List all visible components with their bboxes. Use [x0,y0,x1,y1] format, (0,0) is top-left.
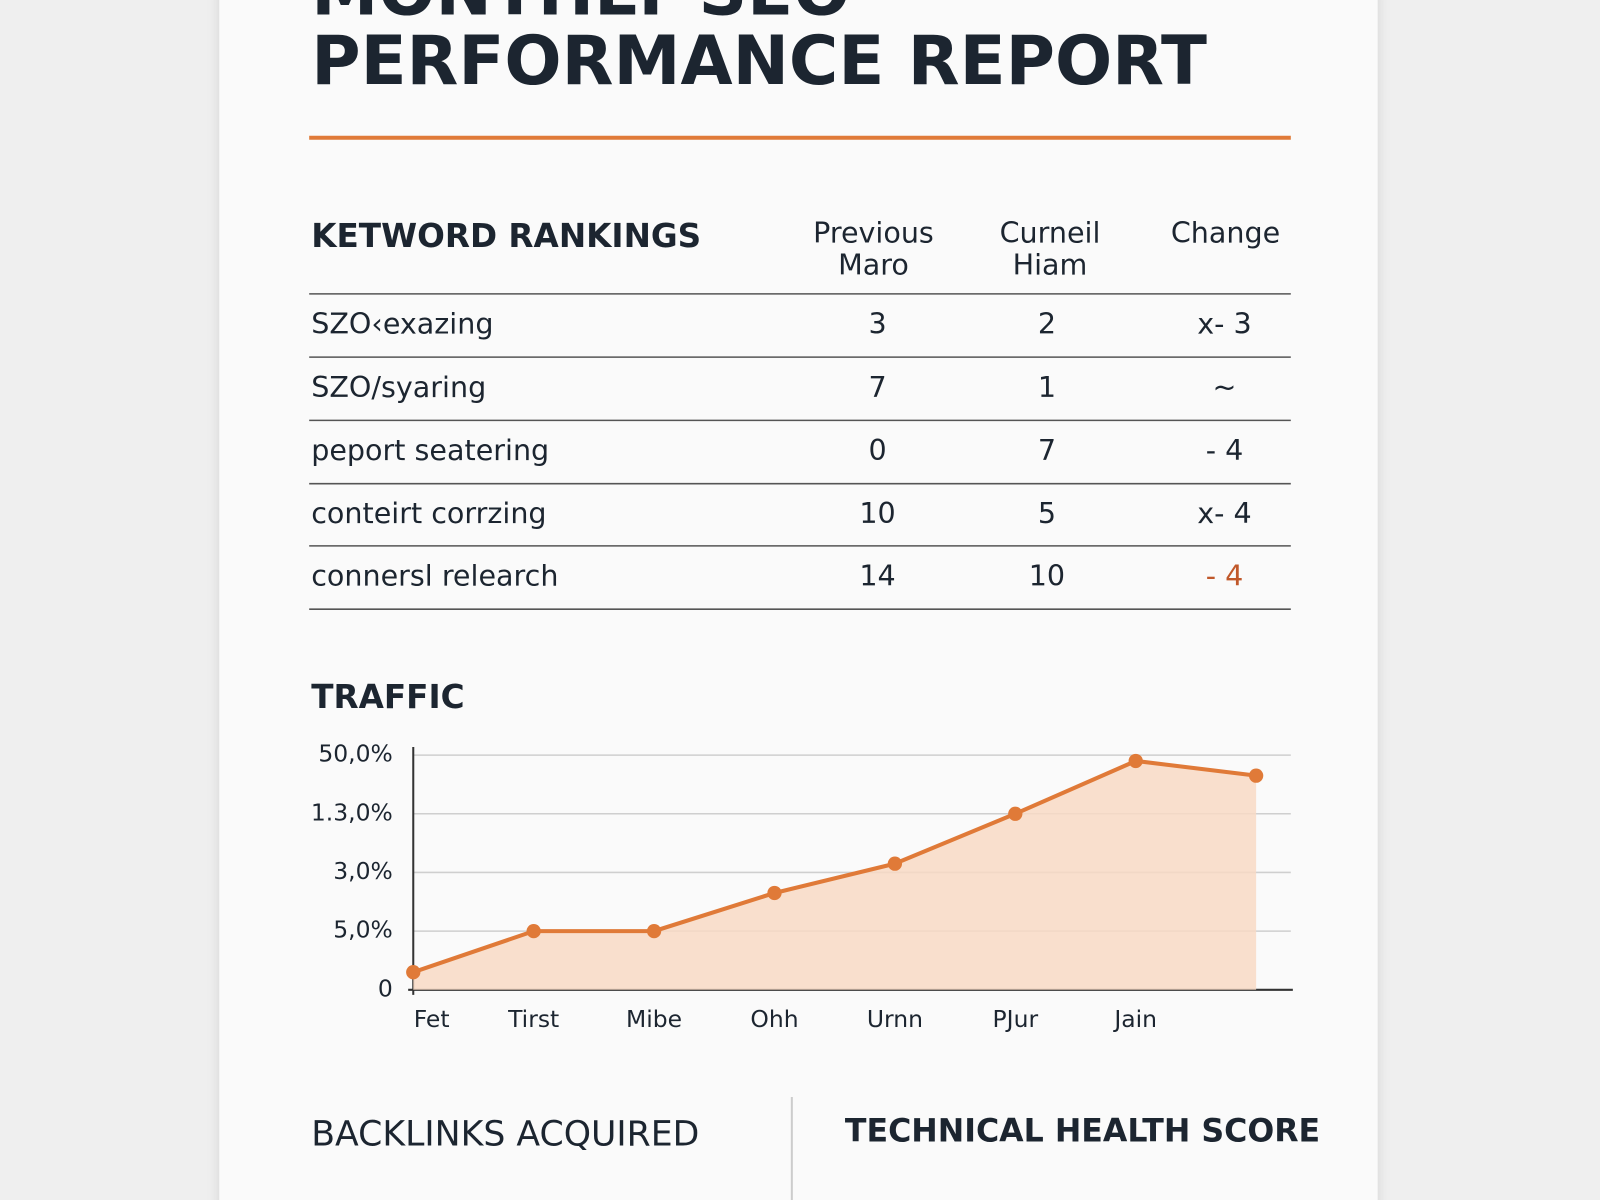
keyword: SZO‹exazing [311,307,493,341]
point [526,923,541,939]
keyword: conteirt corrzing [311,496,546,530]
table-cell: - 4 [1206,559,1244,593]
table-cell: x- 4 [1197,496,1251,530]
point [767,885,782,901]
table-cell: 7 [868,370,886,404]
keyword: SZO/syaring [311,370,486,404]
point [406,965,421,980]
keyword: peport seatering [311,433,549,467]
column-header: Maro [838,247,909,281]
point [887,856,903,871]
column-header: Change [1171,216,1280,250]
table-cell: 5 [1038,496,1056,530]
table-cell: 2 [1038,307,1056,341]
table-cell: - 4 [1206,433,1244,467]
metric-label: BACKLINKS ACQUIRED [311,1115,699,1155]
y-tick-label: 0 [378,974,393,1002]
y-tick-label: 50,0% [318,740,393,768]
point [1008,806,1023,821]
x-tick-label: Ohh [750,1005,798,1033]
table-cell: x- 3 [1197,307,1251,341]
column-header: Curneil [1000,216,1101,250]
x-tick-label: Tirst [507,1005,559,1033]
y-tick-label: 1.3,0% [311,798,393,826]
line [412,758,1257,975]
y-tick-label: 5,0% [333,916,393,944]
x-tick-label: Jain [1112,1005,1157,1033]
x-tick-label: PJur [993,1005,1039,1033]
table-title: KETWORD RANKINGS [311,217,701,255]
table-cell: ~ [1213,370,1237,404]
table-cell: 3 [868,307,886,341]
y-tick-label: 3,0% [333,857,393,885]
table-cell: 10 [859,496,895,530]
title-line: MONTHLY SEO [311,0,850,30]
point [1128,753,1143,769]
x-tick-label: Mibe [626,1005,682,1033]
metric-label: TECHNICAL HEALTH SCORE [845,1114,1320,1150]
table-cell: 7 [1038,433,1056,467]
chart-title: TRAFFIC [311,678,464,716]
paper [219,0,1378,1200]
column-header: Previous [813,216,934,250]
column-header: Hiam [1013,247,1088,281]
table-cell: 10 [1029,559,1065,593]
point [646,923,662,939]
table-cell: 1 [1038,370,1056,404]
table-cell: 14 [859,559,895,593]
x-tick-label: Urnn [867,1005,923,1033]
keyword: connersl relearch [311,559,558,593]
x-tick-label: Fet [414,1005,450,1033]
title-line: PERFORMANCE REPORT [311,21,1207,100]
point [1248,768,1264,783]
table-cell: 0 [868,433,886,467]
